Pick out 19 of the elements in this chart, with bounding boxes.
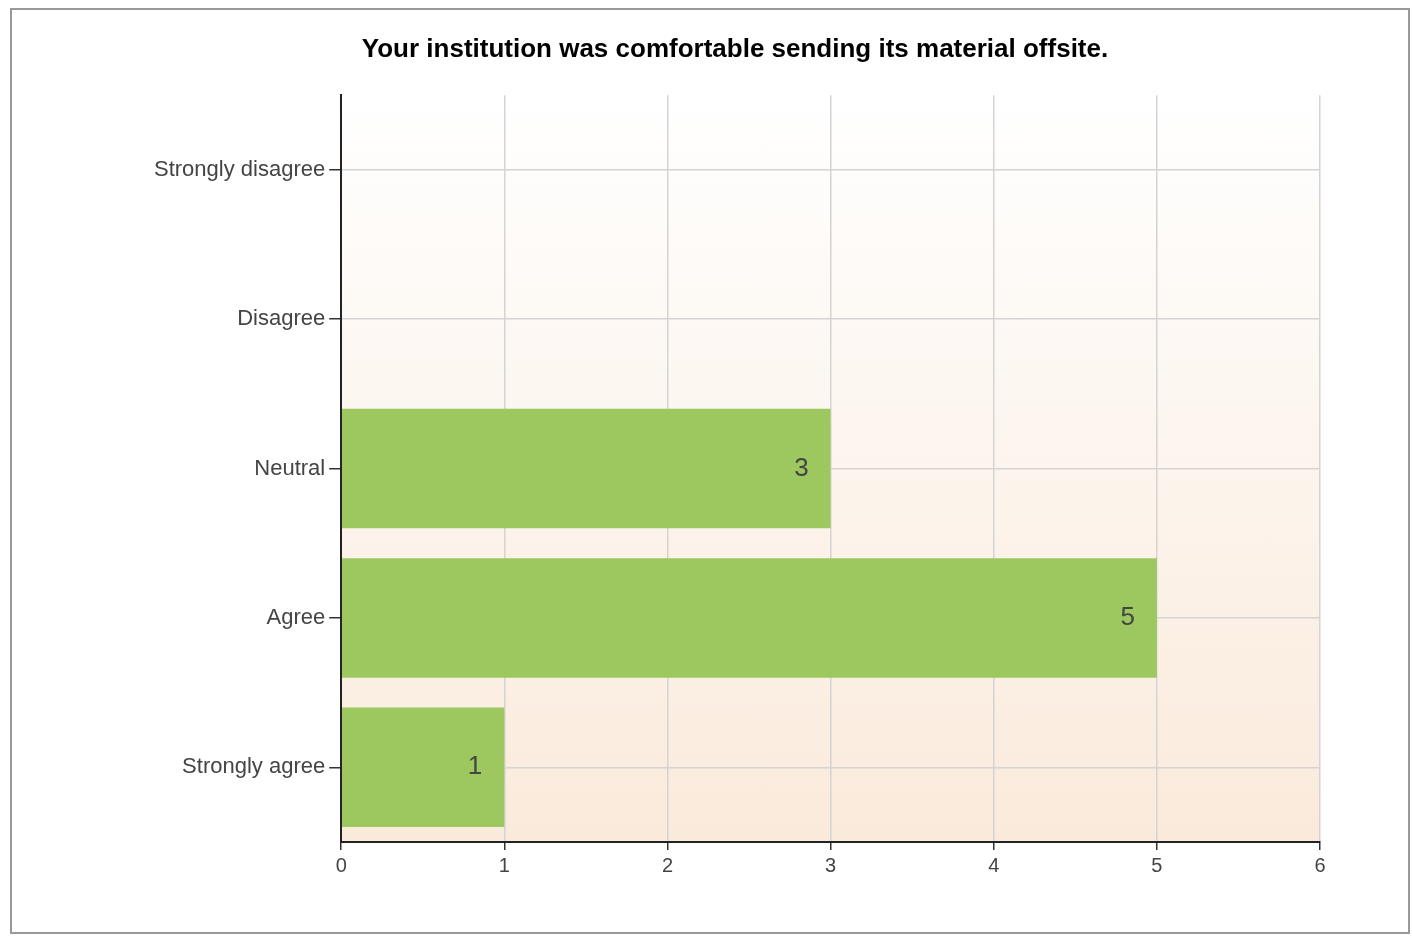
- y-tick-label: Neutral: [254, 454, 326, 480]
- x-tick-label: 4: [988, 853, 1000, 876]
- x-tick-label: 5: [1151, 853, 1163, 876]
- bar: [341, 408, 831, 529]
- data-label: 3: [794, 451, 809, 482]
- y-tick-label: Disagree: [237, 305, 326, 331]
- y-tick-label: Strongly disagree: [153, 155, 326, 181]
- x-tick-label: 1: [498, 853, 510, 876]
- bar: [341, 707, 505, 828]
- data-label: 1: [467, 750, 483, 781]
- chart-title: Your institution was comfortable sending its material offsite.: [361, 32, 1109, 63]
- x-tick-label: 2: [661, 853, 674, 876]
- bar: [341, 558, 1157, 678]
- y-tick-label: Strongly agree: [182, 753, 326, 779]
- x-tick-label: 3: [825, 853, 837, 876]
- data-label: 5: [1120, 601, 1135, 632]
- x-tick-label: 0: [335, 853, 347, 876]
- x-tick-label: 6: [1314, 853, 1326, 876]
- y-tick-label: Agree: [266, 604, 326, 630]
